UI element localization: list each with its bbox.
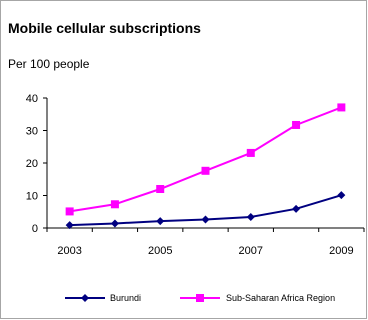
data-point-sub-saharan-africa-region	[292, 120, 301, 129]
data-point-burundi	[65, 221, 74, 230]
data-point-sub-saharan-africa-region	[337, 103, 346, 112]
legend-label-sub-saharan-africa-region: Sub-Saharan Africa Region	[226, 293, 335, 303]
y-tick-label: 40	[26, 93, 38, 105]
chart-subtitle: Per 100 people	[8, 57, 90, 71]
y-tick-label: 30	[26, 126, 38, 138]
x-tick-label: 2005	[148, 245, 172, 257]
data-point-sub-saharan-africa-region	[65, 207, 74, 216]
legend-marker-sub-saharan-africa-region	[196, 294, 204, 302]
x-tick-label: 2007	[239, 245, 263, 257]
data-point-burundi	[292, 204, 301, 213]
y-tick-label: 10	[26, 191, 38, 203]
data-point-burundi	[201, 215, 210, 224]
data-point-burundi	[246, 212, 255, 221]
x-tick-label: 2003	[57, 245, 81, 257]
data-point-burundi	[337, 191, 346, 200]
data-point-sub-saharan-africa-region	[110, 200, 119, 209]
x-tick-label: 2009	[329, 245, 353, 257]
y-tick-label: 0	[32, 223, 38, 235]
y-tick-label: 20	[26, 158, 38, 170]
legend-marker-burundi	[81, 294, 89, 302]
data-point-burundi	[110, 219, 119, 228]
data-point-sub-saharan-africa-region	[201, 166, 210, 175]
data-point-burundi	[156, 217, 165, 226]
chart-title: Mobile cellular subscriptions	[8, 20, 201, 36]
legend-label-burundi: Burundi	[110, 293, 141, 303]
data-point-sub-saharan-africa-region	[246, 148, 255, 157]
series-line-sub-saharan-africa-region	[69, 106, 342, 213]
data-point-sub-saharan-africa-region	[156, 185, 165, 193]
